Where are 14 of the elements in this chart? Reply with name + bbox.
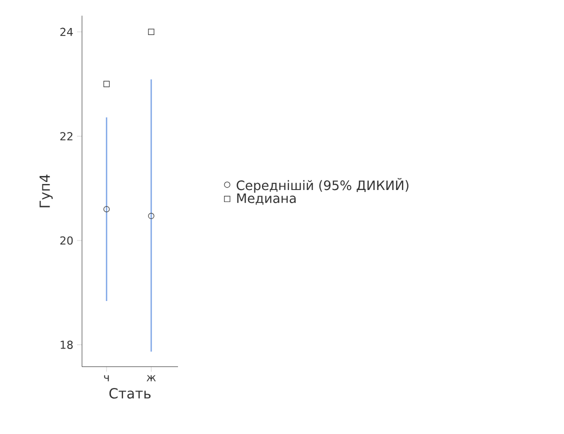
y-axis-title: Гуп4	[40, 174, 53, 208]
legend-label: Медиана	[237, 193, 296, 205]
x-tick-label: ж	[146, 375, 156, 382]
legend-label: Середнішій (95% ДИКИЙ)	[236, 178, 408, 193]
point	[148, 28, 154, 35]
point	[103, 206, 110, 212]
x-tick-label: ч	[104, 375, 109, 382]
point	[103, 80, 110, 88]
point	[148, 212, 154, 220]
x-axis-title: Стать	[109, 388, 151, 399]
y-tick-label: 24	[60, 28, 73, 36]
y-tick-label: 20	[60, 236, 73, 245]
y-tick-label: 18	[60, 340, 73, 349]
y-tick-label: 22	[60, 132, 72, 140]
